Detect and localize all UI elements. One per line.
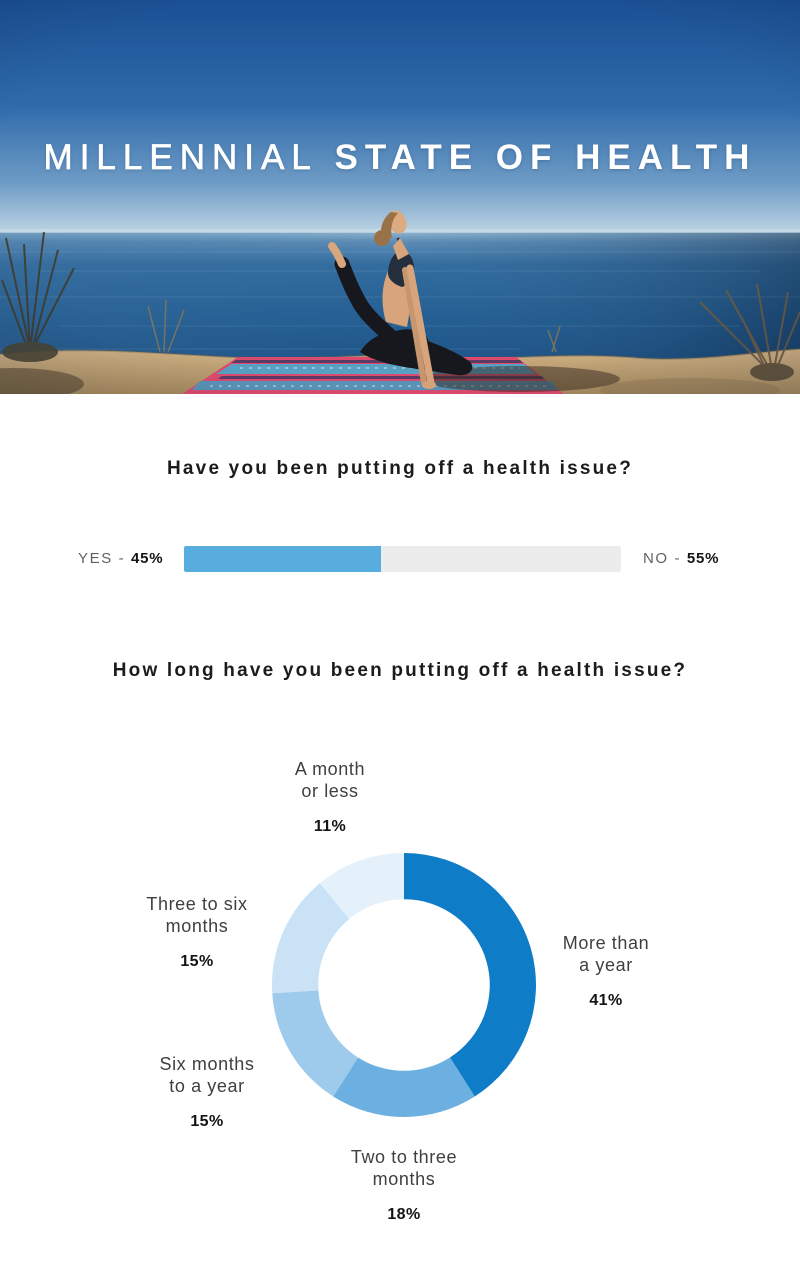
donut-segment-two-to-three-months bbox=[333, 1057, 475, 1117]
donut-segment-a-month-or-less bbox=[319, 853, 404, 919]
donut-label-two-to-three-months: Two to three months 18% bbox=[314, 1146, 494, 1226]
bar-track bbox=[184, 546, 621, 572]
hero-photo-yoga-clifftop-ocean bbox=[0, 0, 800, 394]
yes-label-text: YES - bbox=[78, 550, 131, 567]
donut-label-three-to-six-months: Three to six months 15% bbox=[107, 893, 287, 973]
question-2-heading: How long have you been putting off a hea… bbox=[112, 660, 688, 681]
yes-no-bar-chart: YES - 45% NO - 55% bbox=[0, 546, 800, 572]
donut-label-more-than-a-year: More than a year 41% bbox=[516, 932, 696, 1012]
label-line: A month bbox=[294, 759, 366, 779]
hero-section: MILLENNIAL STATE OF HEALTH bbox=[0, 0, 800, 394]
label-pct: 18% bbox=[387, 1206, 421, 1223]
label-line: or less bbox=[301, 781, 359, 801]
label-line: Six months bbox=[159, 1054, 255, 1074]
page-title: MILLENNIAL STATE OF HEALTH bbox=[0, 138, 800, 178]
vignette bbox=[0, 0, 800, 394]
label-line: months bbox=[165, 916, 229, 936]
label-line: Two to three bbox=[350, 1147, 458, 1167]
label-pct: 15% bbox=[180, 953, 214, 970]
page-title-part1: MILLENNIAL bbox=[43, 138, 318, 178]
question-1-heading: Have you been putting off a health issue… bbox=[166, 458, 634, 479]
no-value: 55% bbox=[686, 550, 720, 567]
page-title-part2: STATE OF HEALTH bbox=[334, 138, 757, 177]
donut-label-six-months-to-a-year: Six months to a year 15% bbox=[117, 1053, 297, 1133]
label-pct: 41% bbox=[589, 992, 623, 1009]
no-label-text: NO - bbox=[643, 550, 687, 567]
label-pct: 11% bbox=[313, 818, 347, 835]
label-line: to a year bbox=[169, 1076, 245, 1096]
label-pct: 15% bbox=[190, 1113, 224, 1130]
label-line: a year bbox=[579, 955, 633, 975]
donut-label-a-month-or-less: A month or less 11% bbox=[240, 758, 420, 838]
yes-bar-fill bbox=[184, 546, 381, 572]
donut-rings bbox=[271, 853, 536, 1117]
label-line: More than bbox=[562, 933, 650, 953]
donut-segment-six-months-to-a-year bbox=[272, 990, 359, 1097]
label-line: months bbox=[372, 1169, 436, 1189]
donut-segment-three-to-six-months bbox=[271, 883, 350, 994]
no-label: NO - 55% bbox=[643, 546, 719, 572]
label-line: Three to six bbox=[146, 894, 248, 914]
yes-value: 45% bbox=[130, 550, 164, 567]
donut-segment-more-than-a-year bbox=[404, 853, 536, 1097]
yes-label: YES - 45% bbox=[78, 546, 163, 572]
